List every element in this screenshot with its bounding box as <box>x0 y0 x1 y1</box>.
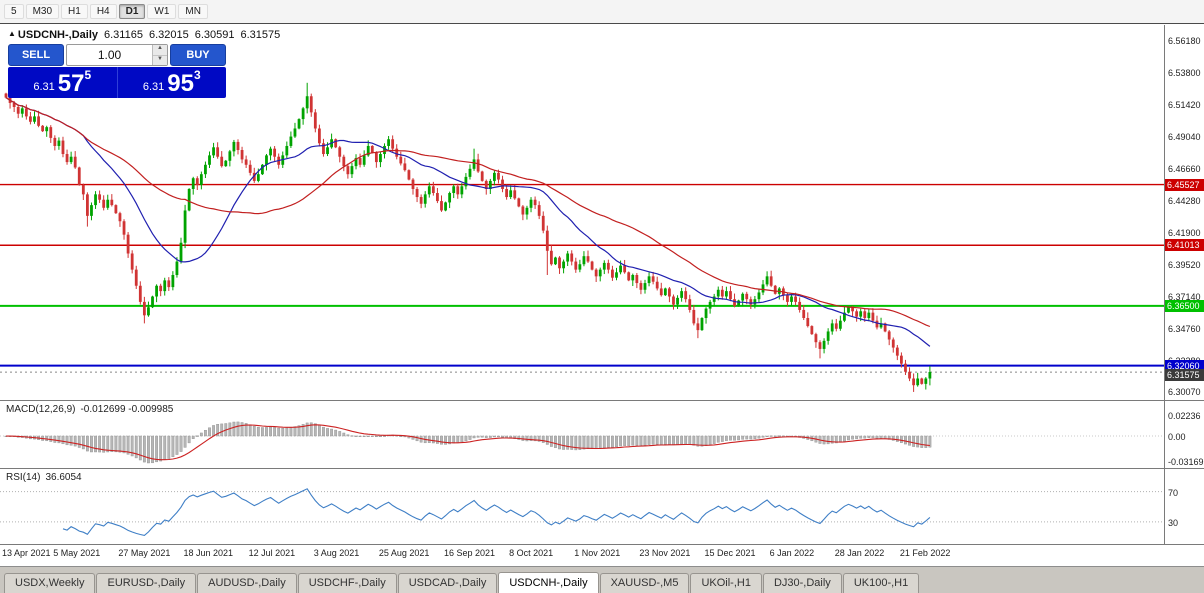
date-label: 3 Aug 2021 <box>313 548 360 558</box>
current-price-tag: 6.31575 <box>1165 369 1204 382</box>
date-label: 1 Nov 2021 <box>574 548 621 558</box>
price-axis-label: 6.34760 <box>1168 324 1201 335</box>
price-axis-label: 6.46660 <box>1168 164 1201 175</box>
timeframe-button-d1[interactable]: D1 <box>118 4 146 19</box>
timeframe-button-h4[interactable]: H4 <box>89 4 117 19</box>
ask-sup: 3 <box>193 68 201 82</box>
chart-tab-xauusd-m5[interactable]: XAUUSD-,M5 <box>599 573 690 593</box>
bid-main: 6.31 <box>33 81 55 93</box>
time-axis[interactable]: 13 Apr 2021 5 May 2021 27 May 2021 18 Jun 2… <box>0 544 1164 566</box>
volume-down-icon[interactable]: ▼ <box>153 54 167 65</box>
timeframe-button-m30[interactable]: M30 <box>25 4 60 19</box>
date-axis-separator <box>0 544 1204 545</box>
volume-up-icon[interactable]: ▲ <box>153 45 167 55</box>
ask-big: 95 <box>167 70 194 97</box>
chart-tab-uk100-h1[interactable]: UK100-,H1 <box>842 573 920 593</box>
price-level-tag: 6.36500 <box>1165 299 1204 312</box>
date-label: 25 Aug 2021 <box>378 548 430 558</box>
symbol-marker-icon: ▲ <box>8 29 16 38</box>
bid-quote[interactable]: 6.31 57 5 <box>8 67 117 98</box>
price-level-tag: 6.32060 <box>1165 359 1204 372</box>
date-label: 16 Sep 2021 <box>443 548 496 558</box>
chart-tab-ukoil-h1[interactable]: UKOil-,H1 <box>690 573 762 593</box>
symbol-title: USDCNH-,Daily <box>17 29 98 41</box>
date-label: 27 May 2021 <box>118 548 171 558</box>
ohlc-high: 6.32015 <box>148 29 189 41</box>
price-level-tag: 6.45527 <box>1165 178 1204 191</box>
macd-axis-label: 0.02236 <box>1168 411 1201 421</box>
price-level-tag: 6.41013 <box>1165 239 1204 252</box>
buy-button[interactable]: BUY <box>170 44 226 66</box>
date-label: 8 Oct 2021 <box>509 548 554 558</box>
timeframe-button-mn[interactable]: MN <box>178 4 208 19</box>
date-label: 13 Apr 2021 <box>2 548 51 558</box>
macd-axis-label: -0.03169 <box>1168 457 1204 467</box>
chart-tab-usdchf-daily[interactable]: USDCHF-,Daily <box>297 573 397 593</box>
chart-tab-usdcad-daily[interactable]: USDCAD-,Daily <box>397 573 498 593</box>
chart-tab-eurusd-daily[interactable]: EURUSD-,Daily <box>96 573 197 593</box>
date-label: 15 Dec 2021 <box>704 548 756 558</box>
price-axis-label: 6.51420 <box>1168 100 1201 111</box>
chart-tabbar: USDX,Weekly EURUSD-,Daily AUDUSD-,Daily USD… <box>0 566 1204 593</box>
price-axis-label: 6.30070 <box>1168 387 1201 398</box>
rsi-axis-label: 70 <box>1168 487 1179 498</box>
main-price-chart[interactable] <box>0 25 1164 400</box>
rsi-panel-separator[interactable] <box>0 468 1204 469</box>
ohlc-open: 6.31165 <box>104 29 143 41</box>
timeframe-button-w1[interactable]: W1 <box>147 4 177 19</box>
chart-title: ▲ USDCNH-,Daily 6.31165 6.32015 6.30591 6.315… <box>8 29 286 41</box>
price-axis[interactable]: 6.56180 6.53800 6.51420 6.49040 6.46660 6.442… <box>1164 25 1204 544</box>
volume-field[interactable]: 1.00 ▲ ▼ <box>66 44 168 66</box>
date-label: 21 Feb 2022 <box>899 548 951 558</box>
macd-name: MACD(12,26,9) <box>6 404 76 415</box>
date-label: 23 Nov 2021 <box>639 548 691 558</box>
rsi-label: RSI(14) 36.6054 <box>6 472 87 483</box>
macd-indicator-chart[interactable] <box>0 401 1164 467</box>
macd-panel-separator[interactable] <box>0 400 1204 401</box>
chart-tab-audusd-daily[interactable]: AUDUSD-,Daily <box>197 573 297 593</box>
volume-stepper: ▲ ▼ <box>152 45 167 65</box>
rsi-indicator-chart[interactable] <box>0 469 1164 543</box>
date-label: 6 Jan 2022 <box>769 548 815 558</box>
date-label: 28 Jan 2022 <box>834 548 885 558</box>
price-axis-label: 6.49040 <box>1168 132 1201 143</box>
sell-button[interactable]: SELL <box>8 44 64 66</box>
price-axis-label: 6.53800 <box>1168 68 1201 79</box>
timeframe-button-h1[interactable]: H1 <box>61 4 88 19</box>
one-click-trading-panel: SELL 1.00 ▲ ▼ BUY 6.31 57 5 6.31 95 3 <box>8 44 226 98</box>
price-axis-label: 6.39520 <box>1168 260 1201 271</box>
price-axis-label: 6.56180 <box>1168 36 1201 47</box>
timeframe-toolbar: 5 M30 H1 H4 D1 W1 MN <box>0 0 1204 24</box>
bid-sup: 5 <box>84 68 92 82</box>
rsi-axis-label: 30 <box>1168 517 1179 528</box>
volume-value[interactable]: 1.00 <box>97 48 122 62</box>
date-label: 5 May 2021 <box>53 548 101 558</box>
ohlc-low: 6.30591 <box>194 29 235 41</box>
ohlc-close: 6.31575 <box>240 29 281 41</box>
chart-tab-usdx-weekly[interactable]: USDX,Weekly <box>4 573 96 593</box>
price-axis-label: 6.44280 <box>1168 196 1201 207</box>
macd-label: MACD(12,26,9) -0.012699 -0.009985 <box>6 404 178 415</box>
chart-tab-dj30-daily[interactable]: DJ30-,Daily <box>762 573 842 593</box>
rsi-name: RSI(14) <box>6 472 41 483</box>
ask-quote[interactable]: 6.31 95 3 <box>116 67 227 98</box>
ask-main: 6.31 <box>142 81 165 93</box>
price-axis-label: 6.37140 <box>1168 292 1201 303</box>
chart-tab-usdcnh-daily[interactable]: USDCNH-,Daily <box>498 572 599 593</box>
price-axis-label: 6.41900 <box>1168 228 1201 239</box>
date-label: 12 Jul 2021 <box>248 548 296 558</box>
macd-values: -0.012699 -0.009985 <box>80 404 174 415</box>
macd-axis-label: 0.00 <box>1168 432 1186 442</box>
bid-big: 57 <box>57 70 85 97</box>
rsi-value: 36.6054 <box>45 472 82 483</box>
date-label: 18 Jun 2021 <box>183 548 234 558</box>
timeframe-button-5[interactable]: 5 <box>4 4 24 19</box>
